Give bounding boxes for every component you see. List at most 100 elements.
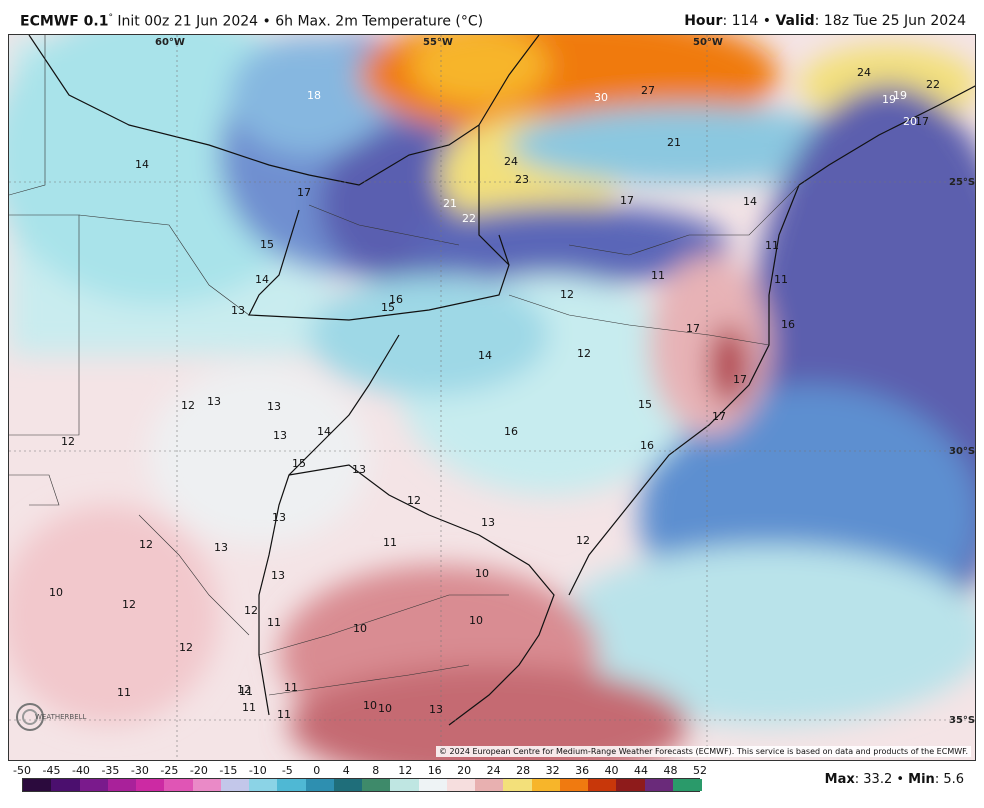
colorbar-segment [446, 779, 476, 791]
temperature-label: 24 [857, 66, 871, 79]
temperature-label: 12 [181, 399, 195, 412]
colorbar-segment [588, 779, 617, 791]
temperature-label: 11 [277, 708, 291, 721]
colorbar-tick-label: 0 [313, 764, 321, 777]
temperature-label: 11 [651, 269, 665, 282]
header: ECMWF 0.1° Init 00z 21 Jun 2024 • 6h Max… [0, 0, 984, 34]
colorbar-tick-label: -10 [248, 764, 267, 777]
lon-label-50w: 50°W [693, 37, 723, 48]
temperature-label: 23 [515, 173, 529, 186]
colorbar-segment [475, 779, 504, 791]
temperature-label: 14 [317, 425, 331, 438]
model-name: ECMWF 0.1 [20, 13, 109, 30]
temperature-label: 12 [139, 538, 153, 551]
temperature-label: 13 [207, 395, 221, 408]
temperature-label: 15 [638, 398, 652, 411]
colorbar-segment [79, 779, 109, 791]
colorbar-tick-label: -15 [219, 764, 238, 777]
degree-sign: ° [108, 13, 113, 23]
colorbar-tick-label: -45 [42, 764, 61, 777]
colorbar-segment [559, 779, 589, 791]
min-value: : 5.6 [934, 772, 964, 787]
temperature-label: 12 [237, 683, 251, 696]
temperature-label: 15 [260, 238, 274, 251]
temperature-label: 12 [122, 598, 136, 611]
temperature-label: 10 [353, 622, 367, 635]
lat-labels: 25°S 30°S 35°S [949, 177, 975, 726]
temperature-label: 17 [686, 322, 700, 335]
temperature-label: 13 [231, 304, 245, 317]
colorbar-tick-label: -40 [71, 764, 90, 777]
temperature-label: 11 [267, 616, 281, 629]
temperature-label: 12 [560, 288, 574, 301]
temperature-label: 10 [49, 586, 63, 599]
lon-label-55w: 55°W [423, 37, 453, 48]
temperature-label: 17 [620, 194, 634, 207]
temperature-label: 21 [443, 197, 457, 210]
temperature-label: 12 [244, 604, 258, 617]
temperature-map[interactable]: 60°W 55°W 50°W 25°S 30°S 35°S 18 14 17 15 14… [8, 34, 976, 761]
temperature-label: 16 [389, 293, 403, 306]
max-min-summary: Max: 33.2 • Min: 5.6 [825, 772, 964, 787]
colorbar-tick-label: -50 [13, 764, 31, 777]
colorbar-segment [305, 779, 335, 791]
temperature-label: 11 [117, 686, 131, 699]
temperature-label: 22 [926, 78, 940, 91]
valid-value: : 18z Tue 25 Jun 2024 [814, 13, 966, 29]
temperature-label: 11 [284, 681, 298, 694]
colorbar-segment [616, 779, 645, 791]
valid-time: Hour: 114 • Valid: 18z Tue 25 Jun 2024 [684, 13, 966, 29]
colorbar-segment [644, 779, 674, 791]
temperature-label: 13 [214, 541, 228, 554]
temperature-label: 20 [903, 115, 917, 128]
lon-label-60w: 60°W [155, 37, 185, 48]
temperature-label: 14 [135, 158, 149, 171]
colorbar-segment [23, 779, 52, 791]
colorbar-segment [672, 779, 702, 791]
init-text: Init 00z 21 Jun 2024 • 6h Max. 2m Temper… [112, 13, 484, 30]
colorbar-tick-label: -20 [189, 764, 208, 777]
colorbar-tick-label: 36 [575, 764, 590, 777]
map-canvas: 60°W 55°W 50°W 25°S 30°S 35°S 18 14 17 15 14… [9, 35, 975, 760]
temperature-label: 27 [641, 84, 655, 97]
temperature-label: 12 [179, 641, 193, 654]
temperature-label: 13 [429, 703, 443, 716]
colorbar-segment [164, 779, 193, 791]
temperature-label: 12 [576, 534, 590, 547]
colorbar [22, 778, 702, 792]
lat-label-30s: 30°S [949, 446, 975, 457]
temperature-label: 17 [733, 373, 747, 386]
temperature-label: 22 [462, 212, 476, 225]
colorbar-segment [418, 779, 448, 791]
copyright-notice: © 2024 European Centre for Medium-Range … [436, 746, 971, 757]
colorbar-ticks: -50 -45 -40 -35 -30 -25 -20 -15 -10 -5 0 4 8 12 16 20 24… [0, 764, 720, 778]
temperature-label: 16 [781, 318, 795, 331]
colorbar-segment [390, 779, 419, 791]
colorbar-tick-label: 52 [693, 764, 707, 777]
temperature-label: 19 [882, 93, 896, 106]
temperature-label: 12 [407, 494, 421, 507]
temperature-label: 16 [640, 439, 654, 452]
graticule [9, 35, 975, 760]
colorbar-tick-label: 48 [663, 764, 678, 777]
colorbar-tick-label: 20 [457, 764, 472, 777]
weatherbell-logo: WEATHERBELL [15, 702, 103, 742]
temperature-label: 12 [577, 347, 591, 360]
colorbar-tick-label: 4 [342, 764, 350, 777]
temperature-label: 17 [712, 410, 726, 423]
colorbar-tick-label: -30 [130, 764, 149, 777]
temperature-label: 13 [272, 511, 286, 524]
colorbar-tick-label: 40 [604, 764, 619, 777]
temperature-label: 11 [242, 701, 256, 714]
colorbar-tick-label: 32 [545, 764, 560, 777]
logo-text: WEATHERBELL [35, 713, 87, 721]
valid-label: Valid [775, 13, 815, 29]
colorbar-tick-label: 28 [516, 764, 531, 777]
temperature-label: 18 [307, 89, 321, 102]
temperature-label: 30 [594, 91, 608, 104]
country-borders [28, 35, 975, 726]
temperature-label: 11 [239, 685, 253, 698]
temperature-label: 19 [893, 89, 907, 102]
temperature-label: 17 [915, 115, 929, 128]
lat-label-25s: 25°S [949, 177, 975, 188]
